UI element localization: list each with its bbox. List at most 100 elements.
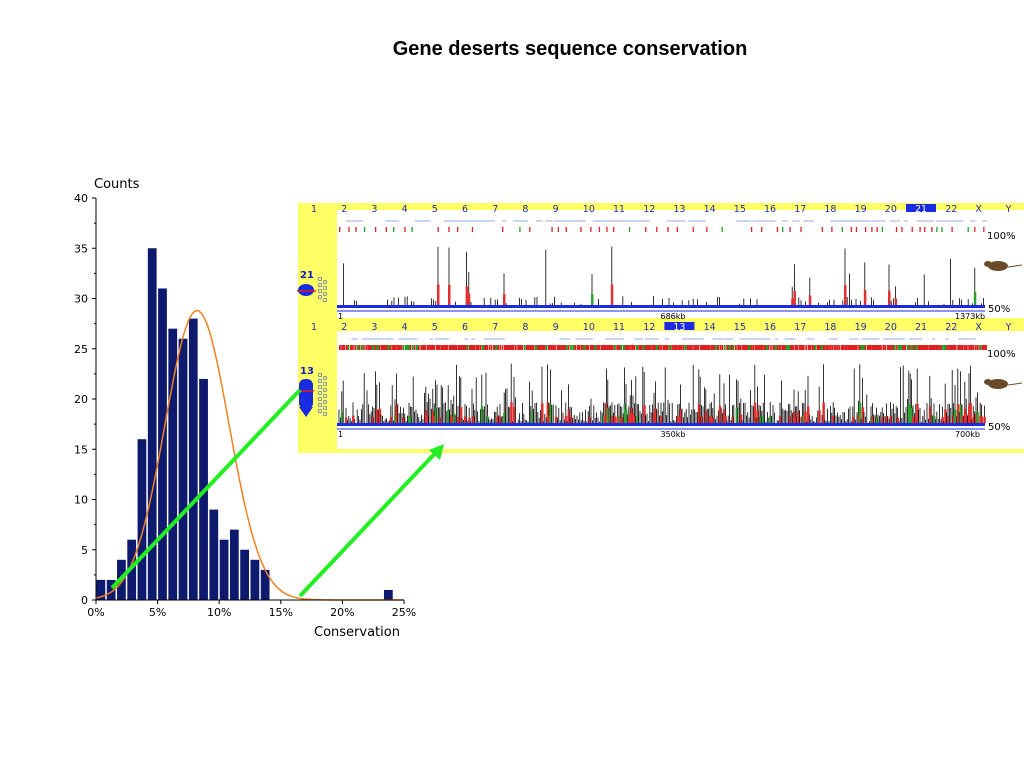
conserved-peak-fill xyxy=(375,409,379,423)
chromosome-tab-label[interactable]: 11 xyxy=(613,322,625,333)
conserved-element xyxy=(620,345,623,350)
conserved-peak-fill xyxy=(654,408,657,423)
chromosome-tab-label[interactable]: 1 xyxy=(311,322,317,333)
conserved-peak-fill xyxy=(802,416,806,423)
conserved-element xyxy=(587,345,590,350)
chromosome-tab-label[interactable]: 7 xyxy=(492,204,498,215)
conserved-element xyxy=(411,345,414,350)
conserved-element xyxy=(348,227,350,232)
conserved-element xyxy=(671,345,674,350)
chromosome-tab-label[interactable]: 4 xyxy=(402,322,408,333)
conserved-element xyxy=(405,345,409,350)
chromosome-tab-label[interactable]: 14 xyxy=(704,322,716,333)
chromosome-tab-label[interactable]: 3 xyxy=(371,204,377,215)
chromosome-tab-label[interactable]: 7 xyxy=(492,322,498,333)
mouse-icon xyxy=(984,379,1023,389)
chromosome-tab-label[interactable]: 2 xyxy=(341,322,347,333)
chromosome-tab-label[interactable]: 13 xyxy=(673,204,685,215)
chromosome-tab-label[interactable]: 20 xyxy=(885,204,897,215)
chromosome-tab-label[interactable]: 9 xyxy=(553,204,559,215)
chromosome-tab-label[interactable]: 9 xyxy=(553,322,559,333)
chromosome-tab-label[interactable]: 19 xyxy=(855,322,867,333)
chromosome-tab-label[interactable]: 2 xyxy=(341,204,347,215)
chromosome-tab-label[interactable]: 10 xyxy=(583,204,595,215)
conserved-element xyxy=(442,345,446,350)
conserved-element xyxy=(376,345,379,350)
conserved-element xyxy=(660,345,663,350)
conserved-element xyxy=(512,345,515,350)
chromosome-tab-label[interactable]: 10 xyxy=(583,322,595,333)
chromosome-tab-label[interactable]: 17 xyxy=(794,204,806,215)
conserved-element xyxy=(708,345,711,350)
panel-chr13: 1 2 3 4 5 6 7 8 9 10 11 12 13 14 15 16 17 18 19 20 21 22 X Y100… xyxy=(298,322,1023,439)
chromosome-tab-label[interactable]: 6 xyxy=(462,322,468,333)
chromosome-tab-label[interactable]: 18 xyxy=(824,204,836,215)
conserved-element xyxy=(519,227,521,232)
conserved-element xyxy=(796,345,799,350)
chromosome-tab-label[interactable]: 14 xyxy=(704,204,716,215)
conserved-element xyxy=(583,345,586,350)
chromosome-tab-label[interactable]: 8 xyxy=(522,204,528,215)
chromosome-tab-label[interactable]: 17 xyxy=(794,322,806,333)
chromosome-tab-label[interactable]: X xyxy=(975,322,982,333)
conserved-peak-fill xyxy=(972,417,975,423)
chromosome-tab-label[interactable]: 16 xyxy=(764,322,776,333)
conserved-peak-fill xyxy=(808,295,812,305)
chromosome-tab-label[interactable]: 3 xyxy=(371,322,377,333)
chromosome-tab-label[interactable]: 15 xyxy=(734,204,746,215)
genome-browser-panel: 1 2 3 4 5 6 7 8 9 10 11 12 13 14 15 16 17 18 19 20 21 22 X Y100… xyxy=(297,203,1024,453)
conserved-element xyxy=(565,227,567,232)
conserved-element xyxy=(367,345,371,350)
chromosome-tab-label[interactable]: 5 xyxy=(432,322,438,333)
conserved-element xyxy=(578,345,581,350)
scale-label: 350kb xyxy=(661,430,686,439)
conserved-element xyxy=(941,345,944,350)
conserved-peak-fill xyxy=(570,417,573,423)
chromosome-tab-label[interactable]: 6 xyxy=(462,204,468,215)
chromosome-tab-label[interactable]: 1 xyxy=(311,204,317,215)
conserved-element xyxy=(519,345,523,350)
chromosome-tab-label[interactable]: 13 xyxy=(673,322,685,333)
chromosome-tab-label[interactable]: 20 xyxy=(885,322,897,333)
conserved-peak-fill xyxy=(769,415,772,423)
conserved-peak-fill xyxy=(822,402,825,423)
conserved-element xyxy=(649,345,652,350)
conserved-element xyxy=(394,345,397,350)
conserved-peak-fill xyxy=(448,284,451,305)
chromosome-tab-label[interactable]: Y xyxy=(1005,322,1012,333)
chromosome-tab-label[interactable]: 21 xyxy=(915,204,927,215)
chromosome-tab-label[interactable]: 8 xyxy=(522,322,528,333)
conserved-element xyxy=(917,345,921,350)
conserved-peak-fill xyxy=(735,407,739,423)
chromosome-tab-label[interactable]: 19 xyxy=(855,204,867,215)
conserved-element xyxy=(580,227,582,232)
chromosome-tab-label[interactable]: 4 xyxy=(402,204,408,215)
conserved-element xyxy=(974,345,977,350)
chromosome-tab-label[interactable]: 5 xyxy=(432,204,438,215)
chromosome-tab-label[interactable]: 11 xyxy=(613,204,625,215)
conserved-element xyxy=(622,345,626,350)
chromosome-tab-label[interactable]: X xyxy=(975,204,982,215)
conserved-peak-fill xyxy=(378,408,382,423)
conserved-element xyxy=(418,345,420,350)
chromosome-tab-label[interactable]: 22 xyxy=(945,322,957,333)
conserved-element xyxy=(821,227,823,232)
conserved-element xyxy=(702,345,706,350)
chromosome-tab-label[interactable]: 15 xyxy=(734,322,746,333)
conserved-element xyxy=(776,227,779,232)
conserved-peak-fill xyxy=(464,416,467,423)
conserved-peak-fill xyxy=(451,416,454,423)
histogram-bar xyxy=(147,248,157,600)
pointer-arrows xyxy=(110,388,444,598)
conserved-element xyxy=(922,345,926,350)
chromosome-tab-label[interactable]: 21 xyxy=(915,322,927,333)
conserved-element xyxy=(456,227,459,232)
conserved-element xyxy=(440,345,443,350)
chromosome-tab-label[interactable]: 22 xyxy=(945,204,957,215)
chromosome-tab-label[interactable]: Y xyxy=(1005,204,1012,215)
chromosome-tab-label[interactable]: 16 xyxy=(764,204,776,215)
chromosome-tab-label[interactable]: 12 xyxy=(643,204,655,215)
chromosome-tab-label[interactable]: 18 xyxy=(824,322,836,333)
chromosome-tab-label[interactable]: 12 xyxy=(643,322,655,333)
conserved-element xyxy=(506,345,510,350)
